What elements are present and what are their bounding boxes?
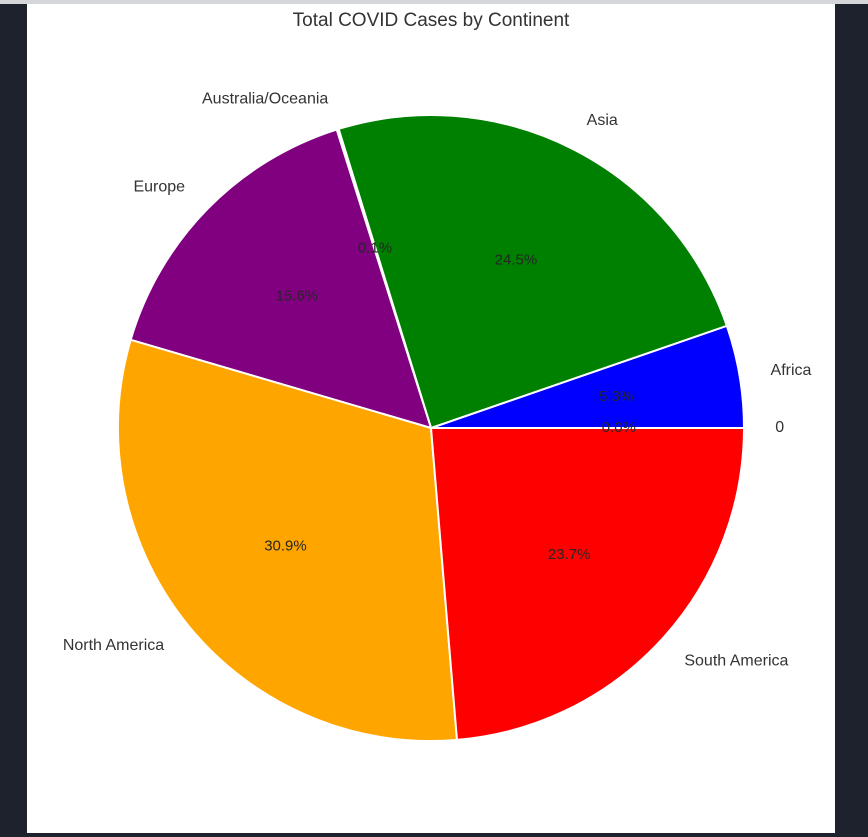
pie-slice-north-america (117, 338, 459, 742)
pct-label-asia: 24.5% (495, 251, 538, 268)
pie-labels: 0 0.0% Africa 5.3% Asia 24.5% Australia/Oceani… (63, 91, 812, 670)
chart-panel: Total COVID Cases by Continent 0 0.0% Afri… (27, 4, 835, 833)
pie-slice-south-america (429, 427, 746, 741)
pie-slice-asia (337, 114, 729, 430)
pct-label-africa: 5.3% (599, 388, 633, 405)
pct-label-south-america: 23.7% (548, 546, 591, 563)
slice-label-africa: Africa (771, 362, 812, 379)
pie-slice-europe (129, 128, 433, 430)
chart-title: Total COVID Cases by Continent (292, 10, 570, 31)
pie-chart: 0 0.0% Africa 5.3% Asia 24.5% Australia/Oceani… (63, 91, 812, 742)
slice-label-south-america: South America (684, 652, 788, 669)
pct-label-north-america: 30.9% (264, 538, 307, 555)
slice-label-europe: Europe (133, 178, 185, 195)
slice-label-australia-oceania: Australia/Oceania (202, 91, 328, 108)
pct-label-europe: 15.6% (276, 288, 319, 305)
slice-label-asia: Asia (587, 112, 618, 129)
slice-label-0: 0 (775, 419, 784, 436)
slice-label-north-america: North America (63, 637, 164, 654)
pct-label-0: 0.0% (602, 419, 636, 436)
window-top-bar (0, 0, 868, 4)
pct-label-australia-oceania: 0.1% (358, 240, 392, 257)
pie-slices (117, 114, 746, 742)
